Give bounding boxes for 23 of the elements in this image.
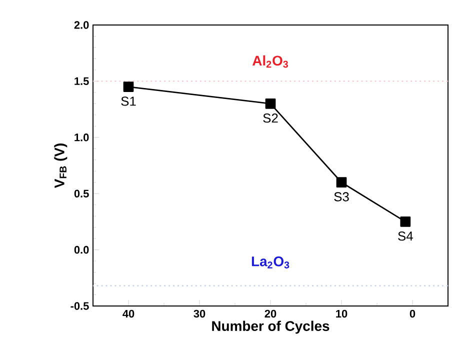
y-tick-label: 0.5 (74, 190, 89, 198)
x-tick-label: 0 (410, 310, 416, 318)
annotation: La$_{2}$O$_{3}$ (252, 256, 290, 268)
annotation: Al$_{2}$O$_{3}$ (252, 55, 288, 68)
point (336, 177, 347, 188)
y-tick-label: 2.0 (74, 21, 89, 29)
y-axis-title: V$_{FB}$ (V) (54, 144, 68, 188)
y-tick-label: 1.5 (74, 77, 89, 86)
y-tick-label: -0.5 (70, 302, 89, 310)
point (265, 98, 276, 109)
y-tick-label: 0.0 (74, 246, 89, 254)
x-tick-label: 30 (194, 310, 206, 318)
x-tick-label: 40 (122, 310, 134, 318)
point (123, 82, 134, 92)
x-axis-title: Number of Cycles (212, 320, 330, 334)
x-tick-label: 20 (264, 310, 276, 318)
annotation: S4 (398, 232, 413, 241)
annotation: S3 (334, 192, 349, 202)
y-tick-label: 1.0 (74, 134, 89, 142)
annotation: S1 (121, 96, 136, 106)
annotation: S2 (263, 113, 278, 123)
point (400, 216, 411, 227)
x-tick-label: 10 (336, 310, 348, 318)
